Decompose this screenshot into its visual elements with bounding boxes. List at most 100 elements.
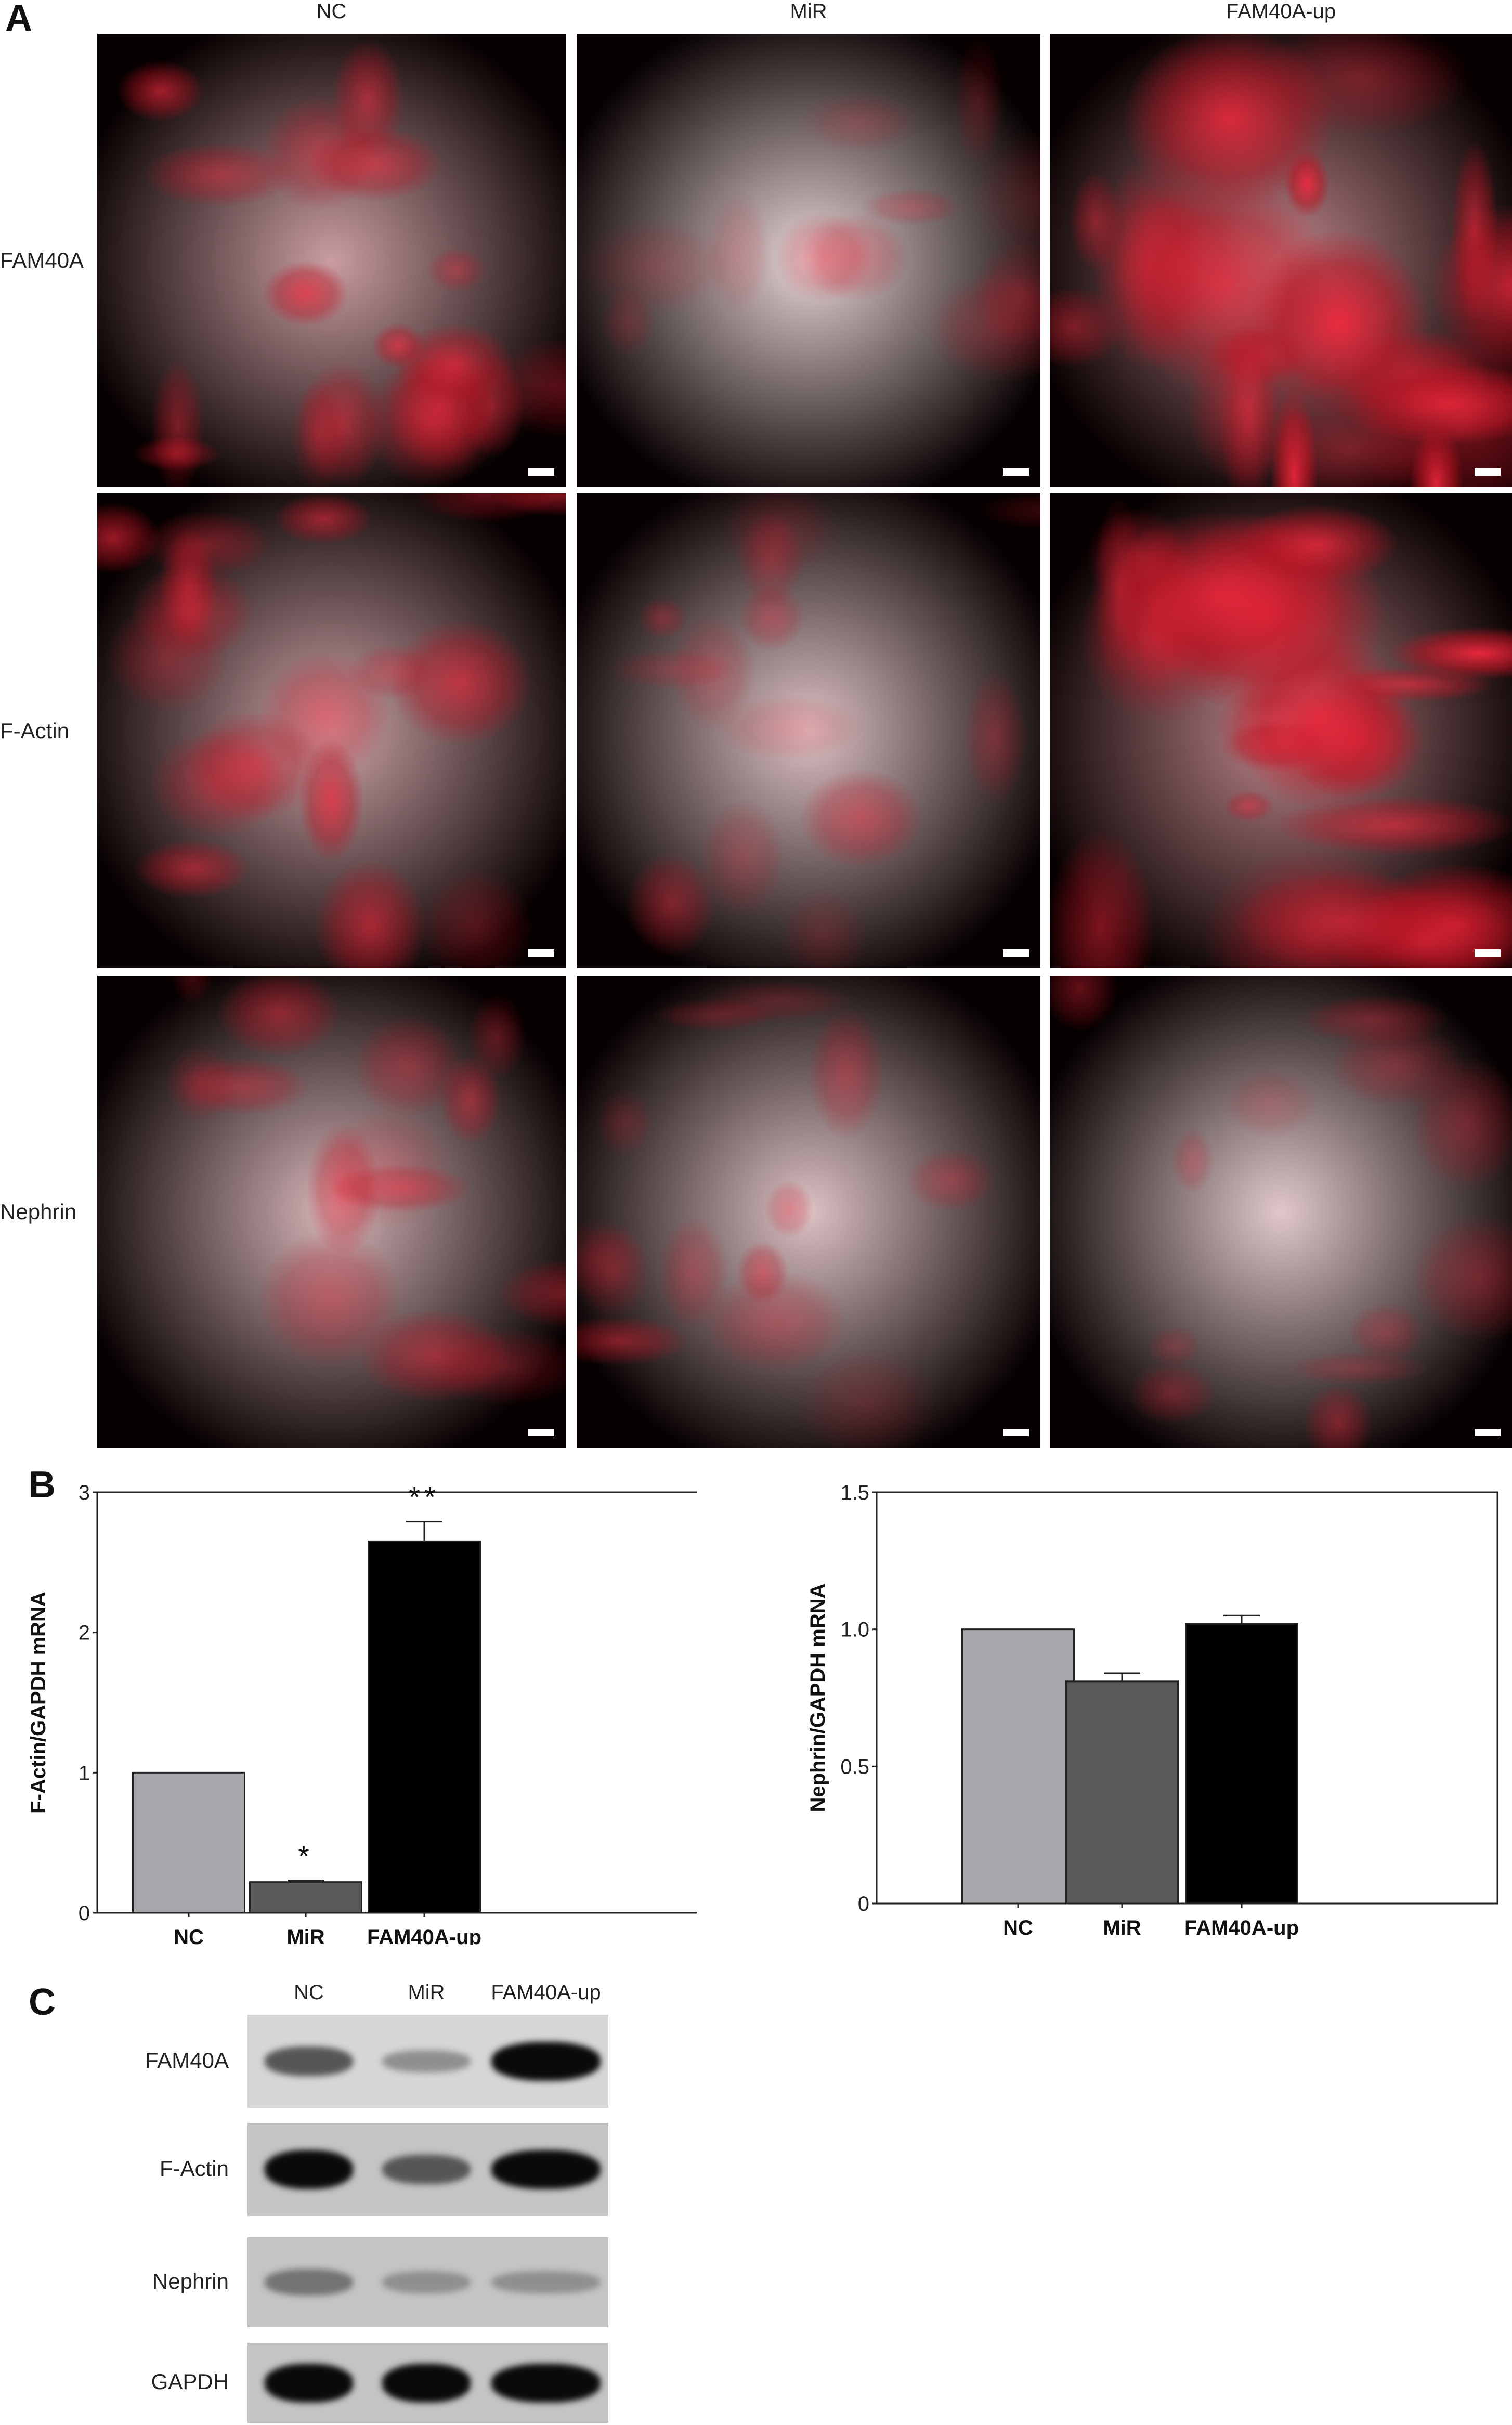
cell: [1411, 1057, 1512, 1191]
micrograph-nephrin-nc: [97, 976, 566, 1448]
y-tick-label: 3: [79, 1481, 90, 1504]
cell: [1303, 1384, 1373, 1448]
micrograph-fam40a-mir: [577, 34, 1040, 487]
cell: [420, 868, 532, 968]
cell: [1329, 1023, 1464, 1108]
cell: [577, 1316, 688, 1365]
band: [491, 2363, 601, 2403]
panel-c-label: C: [29, 1981, 56, 2023]
cell: [498, 1259, 566, 1328]
band: [491, 2271, 601, 2294]
cell: [144, 142, 294, 207]
bar-fam40a-up: [368, 1540, 481, 1914]
cell: [396, 323, 514, 407]
cell: [159, 527, 217, 647]
cell: [275, 493, 373, 544]
cell: [706, 190, 771, 315]
cell: [699, 800, 786, 916]
cell: [703, 1271, 847, 1373]
blot-nephrin: [247, 2237, 608, 2327]
scale-bar: [528, 1429, 554, 1436]
cell: [861, 188, 961, 226]
y-tick-label: 1.0: [840, 1619, 869, 1641]
band: [265, 2046, 353, 2076]
cell: [324, 1106, 450, 1229]
blot-label: F-Actin: [159, 2156, 229, 2181]
cell: [315, 861, 426, 968]
cell: [151, 359, 204, 487]
cell: [1235, 870, 1451, 968]
y-tick-label: 1.5: [840, 1481, 869, 1504]
cell: [1411, 1215, 1512, 1341]
x-tick-label: MiR: [286, 1926, 324, 1945]
band: [382, 2271, 471, 2294]
lane-label: MiR: [408, 1981, 445, 2004]
cell: [1116, 177, 1331, 392]
cell: [809, 1008, 884, 1138]
x-tick-label: NC: [174, 1926, 204, 1945]
panel-b-label: B: [29, 1464, 56, 1506]
cell: [954, 38, 1004, 167]
cell: [348, 644, 436, 699]
x-tick-label: NC: [1003, 1916, 1033, 1939]
scale-bar: [1003, 1429, 1029, 1436]
cell: [579, 218, 731, 315]
cell: [780, 888, 867, 968]
row-label: FAM40A: [0, 248, 84, 272]
cell: [431, 1328, 566, 1405]
cell: [258, 1232, 402, 1366]
cell: [440, 1055, 501, 1144]
cell: [1050, 976, 1118, 1031]
cell: [802, 92, 918, 153]
cell: [358, 1309, 511, 1402]
y-axis-label: Nephrin/GAPDH mRNA: [806, 1583, 829, 1812]
lane-label: FAM40A-up: [491, 1981, 601, 2004]
blot-fam40a: [247, 2015, 608, 2108]
scale-bar: [528, 468, 554, 476]
y-axis-label: F-Actin/GAPDH mRNA: [27, 1592, 50, 1814]
cell: [165, 1046, 238, 1122]
scale-bar: [1003, 949, 1029, 957]
cell: [801, 213, 910, 301]
bar-nc: [132, 1771, 245, 1914]
cell: [1347, 1302, 1426, 1362]
significance-marker: *: [298, 1840, 314, 1872]
cell: [981, 493, 1040, 530]
cell: [171, 976, 213, 1005]
nephrin-mrna-chart: 0 0.5 1.0 1.5 Nephrin/GAPDH mRNA NC MiR FAM40A-…: [806, 1481, 1498, 1939]
panel-a-label: A: [5, 0, 32, 39]
blot-label: Nephrin: [152, 2268, 229, 2293]
bar-mir: [249, 1881, 362, 1914]
cell: [1070, 172, 1121, 270]
y-tick-label: 0: [858, 1893, 869, 1915]
cell: [134, 437, 219, 471]
cell: [1223, 790, 1274, 822]
cell: [765, 1180, 813, 1238]
cell: [331, 1164, 471, 1213]
cell: [577, 1223, 650, 1319]
column-label: FAM40A-up: [1226, 0, 1336, 23]
blot-label: FAM40A: [145, 2048, 229, 2072]
cell: [1286, 1351, 1427, 1385]
cell: [306, 1123, 381, 1255]
y-tick-label: 2: [79, 1622, 90, 1645]
cell: [291, 381, 347, 487]
cell: [701, 981, 851, 1022]
cell: [738, 585, 805, 650]
scale-bar: [1475, 468, 1501, 476]
bar-fam40a-up: [1185, 1623, 1298, 1905]
cell: [1128, 1362, 1217, 1425]
scale-bar: [1475, 1429, 1501, 1436]
cell: [308, 127, 441, 201]
column-label: MiR: [790, 0, 827, 23]
cell: [176, 1058, 309, 1115]
cell: [354, 1015, 464, 1116]
micrograph-nephrin-fam40a-up: [1050, 976, 1512, 1448]
cell: [390, 620, 532, 745]
cell: [185, 711, 321, 822]
y-tick-label: 1: [79, 1762, 90, 1784]
cell: [627, 853, 716, 956]
bar-mir: [1065, 1680, 1179, 1905]
cell: [1188, 325, 1295, 485]
x-tick-label: FAM40A-up: [1184, 1916, 1299, 1939]
